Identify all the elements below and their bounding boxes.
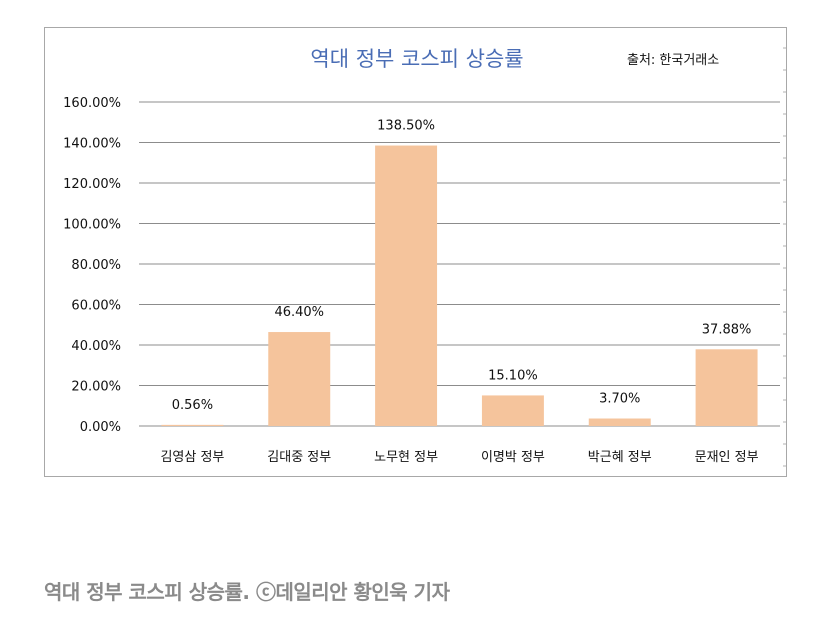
x-tick-label: 이명박 정부 [481,450,545,465]
y-tick-label: 100.00% [63,218,121,233]
y-tick-label: 40.00% [71,339,121,354]
data-label: 37.88% [702,322,752,337]
chart-title: 역대 정부 코스피 상승률 [310,47,523,71]
x-tick-label: 문재인 정부 [695,450,759,465]
bar-chart: 역대 정부 코스피 상승률 출처: 한국거래소 0.00% 20.00% 40.00… [45,28,786,476]
x-tick-label: 김영삼 정부 [160,450,224,465]
right-edge-ticks [783,48,786,466]
y-axis-ticks: 0.00% 20.00% 40.00% 60.00% 80.00% 100.00% 120.… [63,96,121,435]
y-tick-label: 0.00% [80,420,121,435]
y-tick-label: 80.00% [71,258,121,273]
bar [375,146,437,426]
data-labels: 0.56% 46.40% 138.50% 15.10% 3.70% 37.88% [172,119,752,413]
data-label: 3.70% [599,392,640,407]
source-note: 출처: 한국거래소 [627,53,719,68]
y-tick-label: 20.00% [71,380,121,395]
y-tick-label: 60.00% [71,299,121,314]
data-label: 15.10% [488,368,538,383]
image-caption: 역대 정부 코스피 상승률. ⓒ데일리안 황인욱 기자 [44,576,449,605]
bars [161,146,757,426]
bar [589,419,651,426]
data-label: 46.40% [274,305,324,320]
gridlines [139,102,780,426]
x-tick-label: 김대중 정부 [267,450,331,465]
y-tick-label: 160.00% [63,96,121,111]
bar [696,349,758,426]
y-tick-label: 140.00% [63,137,121,152]
bar [268,332,330,426]
x-tick-label: 노무현 정부 [374,450,438,465]
data-label: 138.50% [377,119,435,134]
x-axis-ticks: 김영삼 정부 김대중 정부 노무현 정부 이명박 정부 박근혜 정부 문재인 정부 [160,450,758,465]
bar [482,395,544,426]
x-tick-label: 박근혜 정부 [588,450,652,465]
y-tick-label: 120.00% [63,177,121,192]
bar [161,425,223,426]
data-label: 0.56% [172,398,213,413]
chart-frame: 역대 정부 코스피 상승률 출처: 한국거래소 0.00% 20.00% 40.00… [44,27,787,477]
